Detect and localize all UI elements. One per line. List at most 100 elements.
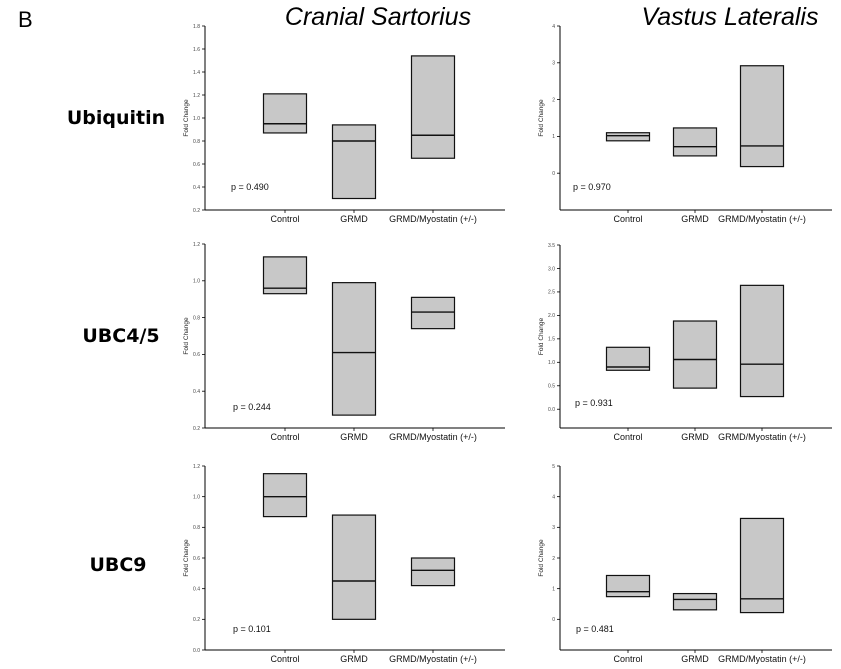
y-tick-label: 4 [552,494,555,500]
y-tick-label: 0.2 [193,617,200,623]
box [739,517,785,614]
column-title-cranial-sartorius: Cranial Sartorius [285,3,471,31]
y-tick-label: 2 [552,556,555,562]
category-label: GRMD [340,654,368,664]
y-axis-title: Fold Change [538,318,545,356]
y-tick-label: 2 [552,97,555,103]
chart-4: 0.0 0.5 1.0 1.5 2.0 2.5 3.0 3.5 Fold Change Contr… [538,243,832,442]
panel-letter: B [18,7,33,32]
p-value-label: p = 0.490 [231,182,269,192]
box [262,93,308,134]
y-tick-label: 1.6 [193,47,200,53]
category-label: Control [270,214,299,224]
category-label: GRMD/Myostatin (+/-) [389,214,477,224]
y-tick-label: 3 [552,525,555,531]
y-tick-label: 0.2 [193,208,200,214]
box [410,557,456,587]
y-tick-label: 0.8 [193,315,200,321]
chart-6: 0 1 2 3 4 5 Fold Change Control GRMD GRMD/Myostat… [538,464,832,664]
chart-1: 0.2 0.4 0.6 0.8 1.0 1.2 1.4 1.6 1.8 Fold Change Co… [183,24,505,224]
category-label: GRMD [340,432,368,442]
box [605,346,651,371]
box [672,320,718,389]
y-axis-title: Fold Change [538,539,545,577]
y-tick-label: 1.0 [548,360,555,366]
category-label: GRMD/Myostatin (+/-) [718,214,806,224]
box [331,514,377,620]
box [410,55,456,159]
chart-2: 0 1 2 3 4 Fold Change Control GRMD GRMD/Myostati… [538,24,832,224]
category-label: Control [613,432,642,442]
y-tick-label: 1.4 [193,70,200,76]
category-label: GRMD/Myostatin (+/-) [718,654,806,664]
y-tick-label: 0.6 [193,556,200,562]
y-tick-label: 0.4 [193,185,200,191]
row-label-ubiquitin: Ubiquitin [67,107,165,129]
p-value-label: p = 0.970 [573,182,611,192]
y-tick-label: 5 [552,464,555,470]
chart-3: 0.2 0.4 0.6 0.8 1.0 1.2 Fold Change Control GRMD… [183,242,505,442]
box [739,65,785,168]
y-tick-label: 0.4 [193,586,200,592]
y-tick-label: 3 [552,61,555,67]
category-label: Control [613,654,642,664]
category-label: GRMD [340,214,368,224]
category-label: GRMD [681,432,709,442]
y-tick-label: 0 [552,171,555,177]
y-tick-label: 1.0 [193,116,200,122]
box [672,592,718,611]
y-tick-label: 0.5 [548,384,555,390]
p-value-label: p = 0.931 [575,398,613,408]
column-title-vastus-lateralis: Vastus Lateralis [642,3,819,31]
y-tick-label: 0.4 [193,389,200,395]
box [410,296,456,330]
y-tick-label: 0.6 [193,162,200,168]
box [672,127,718,157]
p-value-label: p = 0.101 [233,624,271,634]
category-label: GRMD [681,214,709,224]
y-tick-label: 0.2 [193,426,200,432]
y-tick-label: 0.0 [548,407,555,413]
y-tick-label: 1.0 [193,279,200,285]
category-label: GRMD/Myostatin (+/-) [718,432,806,442]
box [605,132,651,142]
category-label: Control [270,432,299,442]
y-tick-label: 2.5 [548,290,555,296]
chart-5: 0.0 0.2 0.4 0.6 0.8 1.0 1.2 Fold Change Control G… [183,464,505,664]
y-tick-label: 0.6 [193,352,200,358]
y-tick-label: 1.5 [548,337,555,343]
y-tick-label: 0.0 [193,648,200,654]
y-tick-label: 1 [552,586,555,592]
category-label: Control [270,654,299,664]
y-axis-title: Fold Change [183,99,190,137]
box [331,282,377,416]
box [331,124,377,200]
y-tick-label: 2.0 [548,313,555,319]
y-tick-label: 0.8 [193,525,200,531]
p-value-label: p = 0.481 [576,624,614,634]
category-label: GRMD/Myostatin (+/-) [389,654,477,664]
category-label: GRMD [681,654,709,664]
y-tick-label: 3.5 [548,243,555,249]
y-tick-label: 0 [552,617,555,623]
category-label: GRMD/Myostatin (+/-) [389,432,477,442]
y-axis-title: Fold Change [183,539,190,577]
y-tick-label: 1.8 [193,24,200,30]
box [739,284,785,398]
y-axis-title: Fold Change [183,317,190,355]
charts-layer: 0.2 0.4 0.6 0.8 1.0 1.2 1.4 1.6 1.8 Fold Change Co… [183,24,832,664]
box [605,574,651,598]
y-axis-title: Fold Change [538,99,545,137]
y-tick-label: 1 [552,134,555,140]
y-tick-label: 4 [552,24,555,30]
row-label-ubc4-5: UBC4/5 [82,325,159,347]
y-tick-label: 1.2 [193,93,200,99]
y-tick-label: 1.2 [193,242,200,248]
p-value-label: p = 0.244 [233,402,271,412]
box [262,473,308,518]
row-label-ubc9: UBC9 [89,554,146,576]
y-tick-label: 1.0 [193,494,200,500]
category-label: Control [613,214,642,224]
y-tick-label: 0.8 [193,139,200,145]
